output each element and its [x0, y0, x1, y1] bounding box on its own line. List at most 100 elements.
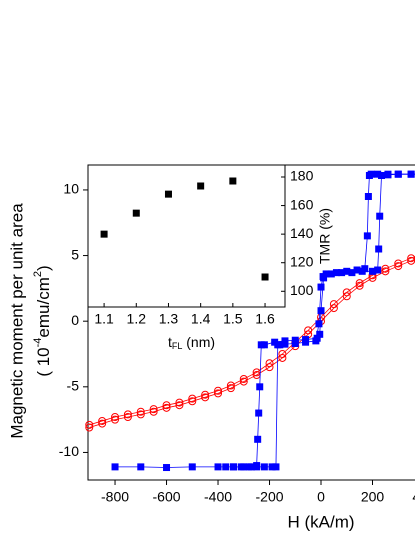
x-tick-label: -400 — [204, 489, 232, 505]
data-point — [276, 341, 284, 349]
data-point — [378, 172, 386, 179]
inset-x-label: tFL (nm) — [168, 334, 215, 352]
data-point — [394, 262, 403, 271]
units-part: ) — [34, 265, 53, 271]
data-point — [226, 384, 235, 393]
data-point — [111, 415, 120, 424]
series-line — [89, 258, 415, 428]
data-point — [367, 170, 375, 178]
inset-x-tick-label: 1.2 — [127, 311, 147, 327]
x-tick-label: 0 — [317, 489, 325, 505]
data-point — [132, 209, 140, 217]
data-point — [255, 409, 263, 417]
data-point — [164, 190, 172, 198]
inset-frame — [87, 164, 286, 308]
data-point — [317, 283, 325, 291]
data-point — [407, 170, 415, 178]
data-point — [338, 269, 346, 277]
inset-y-tick-label: 100 — [290, 282, 314, 298]
data-point — [240, 463, 248, 471]
data-point — [137, 463, 145, 471]
data-point — [188, 394, 197, 403]
inset-y-label: TMR (%) — [317, 208, 333, 264]
data-point — [256, 383, 264, 391]
inset-x-tick-label: 1.5 — [223, 311, 243, 327]
data-point — [214, 389, 223, 398]
data-point — [98, 416, 107, 425]
data-point — [348, 269, 356, 277]
data-point — [149, 407, 158, 416]
data-point — [85, 423, 94, 432]
data-point — [271, 338, 279, 346]
inset-y-tick-label: 120 — [290, 253, 314, 269]
data-point — [376, 212, 384, 220]
data-point — [85, 420, 94, 429]
y-axis-units: ( 10-4emu/cm2) — [32, 265, 54, 376]
x-axis-label: H (kA/m) — [287, 512, 354, 531]
data-point — [374, 266, 382, 274]
data-point — [261, 273, 269, 281]
inset-x-tick-label: 1.4 — [191, 311, 211, 327]
data-point — [317, 307, 325, 315]
data-point — [272, 463, 280, 471]
data-point — [304, 326, 313, 335]
data-point — [316, 330, 324, 338]
inset-y-tick-label: 160 — [290, 196, 314, 212]
x-tick-label: -600 — [153, 489, 181, 505]
data-point — [343, 267, 351, 275]
data-point — [364, 193, 372, 200]
data-point — [265, 359, 274, 368]
data-point — [123, 413, 132, 421]
data-point — [384, 171, 392, 179]
data-point — [226, 381, 235, 390]
data-point — [111, 413, 120, 421]
data-point — [268, 463, 276, 471]
inset-y-tick-label: 140 — [290, 225, 314, 241]
data-point — [123, 410, 132, 419]
data-point — [136, 410, 145, 419]
data-point — [214, 463, 222, 471]
data-point — [358, 267, 366, 275]
data-point — [394, 170, 402, 178]
data-point — [111, 463, 119, 471]
data-point — [162, 401, 171, 410]
data-point — [197, 182, 205, 190]
xlabel-sub: FL — [172, 341, 183, 351]
units-sup: -4 — [32, 338, 44, 348]
data-point — [100, 230, 108, 238]
data-point — [253, 462, 261, 470]
data-point — [222, 463, 230, 471]
data-point — [355, 279, 364, 288]
data-point — [381, 267, 390, 276]
data-point — [175, 398, 184, 407]
data-point — [201, 390, 210, 399]
data-point — [175, 401, 184, 410]
data-point — [229, 463, 237, 471]
data-point — [201, 393, 210, 402]
x-tick-label: -200 — [256, 489, 284, 505]
y-axis-label: Magnetic moment per unit area — [7, 203, 26, 439]
data-point — [315, 320, 323, 328]
x-tick-label: 200 — [361, 489, 385, 505]
inset-x-tick-label: 1.1 — [94, 311, 114, 327]
data-point — [239, 377, 248, 386]
x-tick-label: 400 — [412, 489, 415, 505]
data-point — [327, 270, 335, 278]
data-point — [257, 341, 265, 349]
data-point — [374, 170, 382, 178]
data-point — [188, 463, 196, 471]
data-point — [278, 350, 287, 358]
data-point — [332, 269, 340, 277]
series-line — [89, 256, 415, 426]
data-point — [188, 397, 197, 406]
data-point — [98, 419, 107, 428]
inset-y-tick-label: 180 — [290, 168, 314, 184]
data-point — [229, 177, 237, 185]
data-point — [353, 266, 361, 274]
data-point — [136, 407, 145, 416]
y-tick-label: 0 — [71, 312, 79, 328]
data-point — [291, 336, 299, 344]
data-point — [254, 435, 262, 443]
y-tick-label: -10 — [59, 443, 79, 459]
y-tick-label: -5 — [67, 378, 80, 394]
